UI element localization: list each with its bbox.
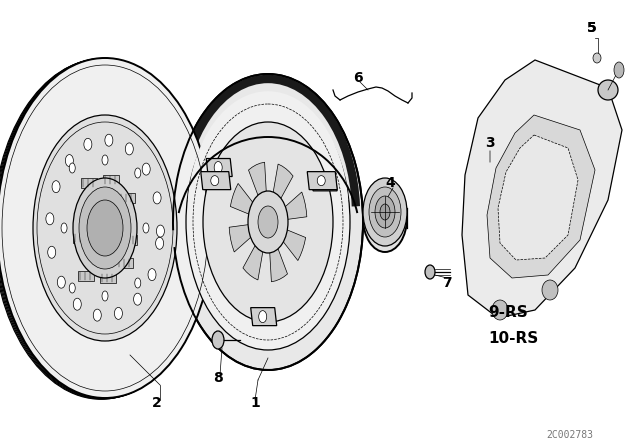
Ellipse shape — [363, 184, 407, 252]
Bar — [121, 235, 137, 245]
Ellipse shape — [214, 162, 222, 173]
Ellipse shape — [0, 59, 210, 399]
Ellipse shape — [125, 143, 133, 155]
Polygon shape — [230, 183, 258, 217]
Bar — [100, 273, 116, 283]
Ellipse shape — [173, 74, 363, 370]
Bar — [103, 175, 119, 185]
Ellipse shape — [212, 331, 224, 349]
Text: 5: 5 — [587, 21, 597, 35]
Ellipse shape — [542, 280, 558, 300]
Ellipse shape — [69, 163, 76, 173]
Polygon shape — [279, 192, 307, 220]
Text: 5: 5 — [587, 21, 597, 35]
Ellipse shape — [203, 122, 333, 322]
Ellipse shape — [0, 59, 209, 399]
Ellipse shape — [102, 291, 108, 301]
Polygon shape — [278, 227, 306, 261]
Ellipse shape — [0, 58, 213, 398]
Text: 8: 8 — [213, 371, 223, 385]
Text: 2: 2 — [152, 396, 162, 410]
Ellipse shape — [87, 200, 123, 256]
Ellipse shape — [156, 225, 164, 237]
Text: 7: 7 — [442, 276, 452, 290]
Ellipse shape — [143, 223, 149, 233]
Text: 4: 4 — [385, 176, 395, 190]
Ellipse shape — [598, 80, 618, 100]
Ellipse shape — [211, 176, 219, 185]
Ellipse shape — [69, 283, 76, 293]
Polygon shape — [269, 239, 287, 282]
Ellipse shape — [74, 298, 81, 310]
Ellipse shape — [593, 53, 601, 63]
Ellipse shape — [369, 187, 401, 237]
Text: 9-RS: 9-RS — [488, 305, 528, 319]
Polygon shape — [487, 115, 595, 278]
Ellipse shape — [363, 178, 407, 246]
Text: 1: 1 — [250, 396, 260, 410]
Ellipse shape — [614, 62, 624, 78]
Ellipse shape — [425, 265, 435, 279]
Ellipse shape — [48, 246, 56, 258]
Polygon shape — [243, 237, 264, 280]
Bar — [78, 271, 94, 281]
Ellipse shape — [492, 300, 508, 320]
Ellipse shape — [79, 187, 131, 269]
Ellipse shape — [65, 155, 74, 167]
Ellipse shape — [186, 94, 350, 350]
Ellipse shape — [153, 192, 161, 204]
Ellipse shape — [52, 181, 60, 193]
Ellipse shape — [115, 307, 122, 319]
Ellipse shape — [380, 204, 390, 220]
Text: 2C002783: 2C002783 — [547, 430, 593, 440]
Ellipse shape — [258, 206, 278, 238]
Bar — [119, 193, 135, 203]
Polygon shape — [248, 162, 267, 205]
Ellipse shape — [105, 134, 113, 146]
Text: 3: 3 — [485, 136, 495, 150]
Ellipse shape — [0, 58, 212, 398]
Polygon shape — [251, 308, 276, 326]
Ellipse shape — [46, 213, 54, 225]
Ellipse shape — [84, 138, 92, 151]
Polygon shape — [229, 224, 257, 252]
Ellipse shape — [93, 309, 101, 321]
Ellipse shape — [135, 278, 141, 288]
Polygon shape — [206, 159, 232, 177]
Ellipse shape — [73, 178, 137, 278]
Ellipse shape — [102, 155, 108, 165]
Text: 10-RS: 10-RS — [488, 331, 538, 345]
Polygon shape — [271, 164, 293, 207]
Bar — [117, 258, 133, 268]
Polygon shape — [201, 172, 231, 190]
Ellipse shape — [317, 176, 325, 185]
Bar — [81, 178, 97, 188]
Text: 6: 6 — [353, 71, 363, 85]
Ellipse shape — [61, 223, 67, 233]
Ellipse shape — [134, 293, 141, 305]
Ellipse shape — [135, 168, 141, 178]
Ellipse shape — [142, 163, 150, 175]
Ellipse shape — [0, 59, 211, 399]
Ellipse shape — [33, 115, 177, 341]
Ellipse shape — [248, 191, 288, 253]
Polygon shape — [311, 173, 337, 191]
Polygon shape — [498, 135, 578, 260]
Ellipse shape — [259, 310, 267, 323]
Polygon shape — [462, 60, 622, 318]
Ellipse shape — [156, 237, 164, 249]
Ellipse shape — [375, 196, 395, 228]
Ellipse shape — [58, 276, 65, 288]
Polygon shape — [307, 172, 337, 190]
Bar — [73, 233, 89, 243]
Ellipse shape — [148, 269, 156, 280]
Ellipse shape — [319, 176, 327, 188]
